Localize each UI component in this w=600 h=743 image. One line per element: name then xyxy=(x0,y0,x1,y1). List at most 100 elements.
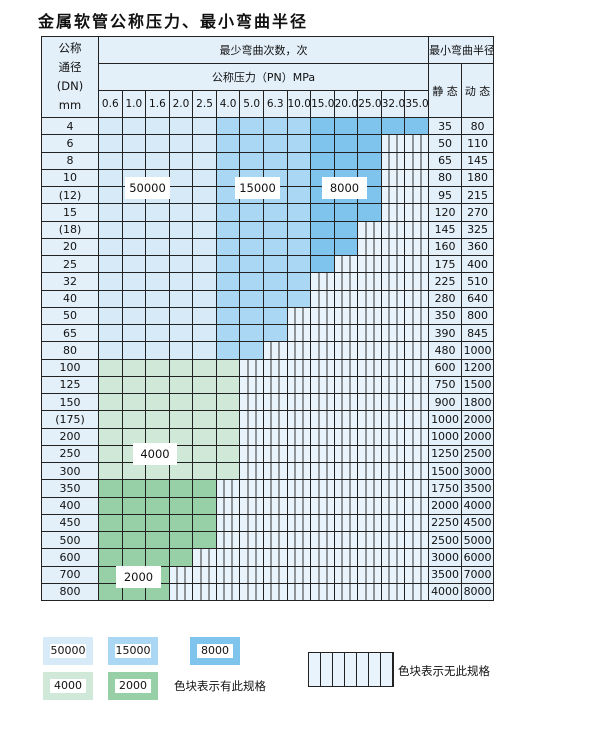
table-row: 350 1750 3500 xyxy=(41,479,495,498)
unavailable-cell xyxy=(310,323,335,343)
unavailable-cell xyxy=(310,289,335,308)
unavailable-cell xyxy=(310,410,335,429)
table-row: 15 120 270 xyxy=(41,203,495,222)
static-header: 静 态 xyxy=(428,63,463,118)
unavailable-cell xyxy=(286,410,312,429)
unavailable-cell xyxy=(310,444,335,464)
cycles-cell-50000 xyxy=(98,151,123,170)
cycles-cell-50000 xyxy=(168,185,194,205)
unavailable-cell xyxy=(404,513,430,533)
cycles-cell-15000 xyxy=(239,289,264,308)
cycles-cell-2000 xyxy=(168,513,194,533)
dynamic-radius-cell: 1200 xyxy=(461,358,495,377)
dynamic-radius-cell: 400 xyxy=(461,254,495,274)
pressure-col-header: 20.0 xyxy=(333,90,359,118)
cycles-cell-15000 xyxy=(262,203,288,222)
dynamic-radius-cell: 325 xyxy=(461,220,495,239)
cycles-cell-4000 xyxy=(168,375,194,395)
page-title: 金属软管公称压力、最小弯曲半径 xyxy=(38,12,309,31)
cycles-cell-15000 xyxy=(262,220,288,239)
unavailable-cell xyxy=(357,220,382,239)
pressure-col-header: 0.6 xyxy=(98,90,123,118)
dynamic-radius-cell: 270 xyxy=(461,203,495,222)
cycles-cell-4000 xyxy=(168,358,194,377)
cycles-cell-2000 xyxy=(145,548,170,567)
table-row: 8 65 145 xyxy=(41,151,495,170)
dynamic-radius-cell: 215 xyxy=(461,185,495,205)
dynamic-radius-cell: 3500 xyxy=(461,479,495,498)
cycles-cell-4000 xyxy=(121,392,147,412)
unavailable-cell xyxy=(262,410,288,429)
unavailable-cell xyxy=(333,375,359,395)
cycles-cell-50000 xyxy=(98,220,123,239)
cycles-cell-4000 xyxy=(121,427,147,446)
unavailable-cell xyxy=(262,461,288,481)
cycles-cell-50000 xyxy=(145,134,170,153)
unavailable-cell xyxy=(333,392,359,412)
cycles-cell-15000 xyxy=(286,116,312,136)
cycles-cell-8000 xyxy=(333,203,359,222)
legend-unavailable-text: 色块表示无此规格 xyxy=(398,664,490,678)
cycles-cell-50000 xyxy=(145,116,170,136)
cycles-cell-50000 xyxy=(145,237,170,257)
unavailable-cell xyxy=(380,444,406,464)
cycles-cell-4000 xyxy=(121,375,147,395)
dynamic-radius-cell: 1500 xyxy=(461,375,495,395)
unavailable-cell xyxy=(380,168,406,188)
cycles-cell-50000 xyxy=(121,237,147,257)
cycles-cell-8000 xyxy=(333,151,359,170)
unavailable-cell xyxy=(404,220,430,239)
dynamic-radius-cell: 845 xyxy=(461,323,495,343)
cycles-cell-50000 xyxy=(121,134,147,153)
cycles-cell-2000 xyxy=(98,513,123,533)
cycles-cell-50000 xyxy=(98,289,123,308)
unavailable-cell xyxy=(239,375,264,395)
static-radius-cell: 1000 xyxy=(428,427,463,446)
unavailable-cell xyxy=(404,582,430,602)
static-radius-cell: 350 xyxy=(428,306,463,326)
table-row: 6 50 110 xyxy=(41,134,495,153)
cycles-cell-4000 xyxy=(215,392,241,412)
cycles-cell-50000 xyxy=(98,168,123,188)
unavailable-cell xyxy=(192,565,217,584)
unavailable-cell xyxy=(333,341,359,360)
unavailable-cell xyxy=(310,548,335,567)
static-radius-cell: 3000 xyxy=(428,548,463,567)
cycles-cell-15000 xyxy=(286,203,312,222)
dynamic-radius-cell: 800 xyxy=(461,306,495,326)
pressure-col-header: 1.6 xyxy=(145,90,170,118)
unavailable-cell xyxy=(404,254,430,274)
legend-available-text: 色块表示有此规格 xyxy=(174,679,266,693)
unavailable-cell xyxy=(262,565,288,584)
radius-header: 最小弯曲半径 xyxy=(428,36,495,64)
table-row: 250 1250 2500 xyxy=(41,444,495,464)
dn-cell: 150 xyxy=(41,392,99,412)
unavailable-cell xyxy=(404,185,430,205)
dynamic-radius-cell: 6000 xyxy=(461,548,495,567)
cycles-cell-2000 xyxy=(121,530,147,550)
cycles-cell-50000 xyxy=(145,151,170,170)
pressure-col-header: 5.0 xyxy=(239,90,264,118)
unavailable-cell xyxy=(404,392,430,412)
unavailable-cell xyxy=(357,479,382,498)
cycles-cell-50000 xyxy=(98,341,123,360)
unavailable-cell xyxy=(380,427,406,446)
unavailable-cell xyxy=(380,565,406,584)
unavailable-cell xyxy=(380,203,406,222)
cycles-cell-8000 xyxy=(310,237,335,257)
pressure-col-header: 2.0 xyxy=(168,90,194,118)
unavailable-cell xyxy=(380,548,406,567)
unavailable-cell xyxy=(404,565,430,584)
cycles-cell-15000 xyxy=(215,237,241,257)
unavailable-cell xyxy=(357,341,382,360)
dn-cell: 700 xyxy=(41,565,99,584)
cycles-cell-50000 xyxy=(121,272,147,291)
cycles-cell-15000 xyxy=(262,237,288,257)
cycles-cell-8000 xyxy=(380,116,406,136)
unavailable-cell xyxy=(380,410,406,429)
region-label-2000: 2000 xyxy=(116,566,161,588)
cycles-cell-4000 xyxy=(192,444,217,464)
unavailable-cell xyxy=(380,323,406,343)
unavailable-cell xyxy=(404,134,430,153)
unavailable-cell xyxy=(262,513,288,533)
